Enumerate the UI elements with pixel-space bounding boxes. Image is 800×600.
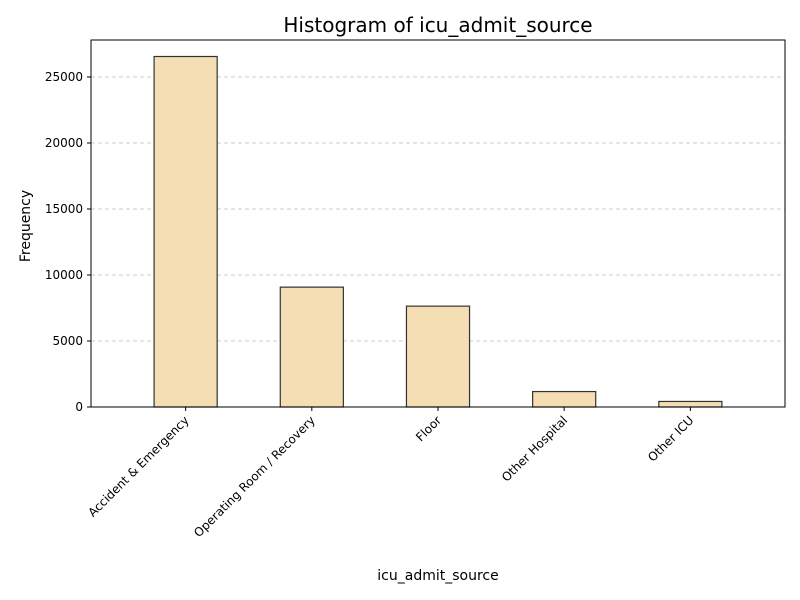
y-tick-label-1: 5000 xyxy=(52,334,83,348)
bar-3 xyxy=(532,390,597,408)
y-axis-ticks: 0 5000 10000 15000 20000 25000 xyxy=(45,70,91,414)
x-tick-label-1: Operating Room / Recovery xyxy=(191,413,318,540)
y-tick-label-4: 20000 xyxy=(45,136,83,150)
y-axis-label: Frequency xyxy=(18,190,34,262)
bars xyxy=(153,55,723,408)
y-tick-label-5: 25000 xyxy=(45,70,83,84)
bar-2 xyxy=(405,305,471,408)
x-tick-label-2: Floor xyxy=(413,413,444,444)
y-tick-label-3: 15000 xyxy=(45,202,83,216)
x-tick-label-4: Other ICU xyxy=(645,413,696,464)
bar-1 xyxy=(279,286,344,408)
x-tick-label-0: Accident & Emergency xyxy=(85,413,191,519)
y-tick-label-0: 0 xyxy=(75,400,83,414)
bar-0 xyxy=(153,55,218,408)
chart-title: Histogram of icu_admit_source xyxy=(283,13,592,37)
bar-4 xyxy=(658,400,723,408)
x-axis-ticks: Accident & Emergency Operating Room / Rec… xyxy=(85,407,696,540)
y-tick-label-2: 10000 xyxy=(45,268,83,282)
x-tick-label-3: Other Hospital xyxy=(499,413,570,484)
x-axis-label: icu_admit_source xyxy=(377,568,498,584)
